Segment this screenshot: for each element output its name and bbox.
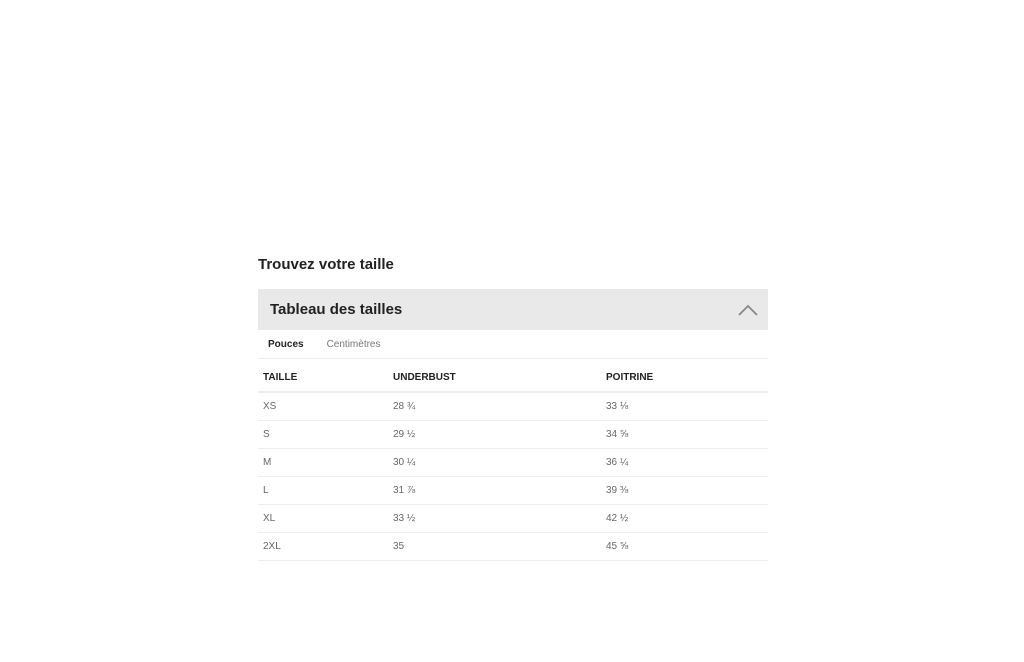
cell-poitrine: 34 ⅝ xyxy=(601,420,768,449)
tab-pouces[interactable]: Pouces xyxy=(268,338,304,350)
section-title: Trouvez votre taille xyxy=(258,256,394,273)
cell-poitrine: 39 ⅜ xyxy=(601,476,768,505)
cell-size: S xyxy=(258,420,388,449)
table-row: XS 28 ¾ 33 ⅛ xyxy=(258,392,768,421)
size-guide: Trouvez votre taille Tableau des tailles… xyxy=(258,254,768,561)
table-row: 2XL 35 45 ⅝ xyxy=(258,532,768,561)
cell-poitrine: 45 ⅝ xyxy=(601,532,768,561)
cell-size: XS xyxy=(258,392,388,421)
cell-underbust: 35 xyxy=(388,532,601,561)
column-header-poitrine: POITRINE xyxy=(601,363,768,393)
cell-poitrine: 33 ⅛ xyxy=(601,392,768,421)
tab-centimetres[interactable]: Centimètres xyxy=(326,338,381,350)
cell-size: XL xyxy=(258,504,388,533)
cell-poitrine: 36 ¼ xyxy=(601,448,768,477)
table-row: S 29 ½ 34 ⅝ xyxy=(258,420,768,449)
accordion-title: Tableau des tailles xyxy=(270,301,403,318)
cell-underbust: 31 ⅞ xyxy=(388,476,601,505)
chevron-up-icon[interactable] xyxy=(738,304,758,316)
size-chart-accordion-header[interactable]: Tableau des tailles xyxy=(258,289,768,330)
table-row: XL 33 ½ 42 ½ xyxy=(258,504,768,533)
cell-underbust: 30 ¼ xyxy=(388,448,601,477)
cell-size: 2XL xyxy=(258,532,388,561)
unit-tabs: Pouces Centimètres xyxy=(258,330,768,359)
cell-underbust: 28 ¾ xyxy=(388,392,601,421)
cell-poitrine: 42 ½ xyxy=(601,504,768,533)
table-row: L 31 ⅞ 39 ⅜ xyxy=(258,476,768,505)
column-header-taille: TAILLE xyxy=(258,363,388,393)
cell-size: M xyxy=(258,448,388,477)
cell-underbust: 33 ½ xyxy=(388,504,601,533)
cell-underbust: 29 ½ xyxy=(388,420,601,449)
table-header-row: TAILLE UNDERBUST POITRINE xyxy=(258,363,768,393)
cell-size: L xyxy=(258,476,388,505)
table-row: M 30 ¼ 36 ¼ xyxy=(258,448,768,477)
column-header-underbust: UNDERBUST xyxy=(388,363,601,393)
size-table: TAILLE UNDERBUST POITRINE XS 28 ¾ 33 ⅛ S 29 … xyxy=(258,363,768,561)
